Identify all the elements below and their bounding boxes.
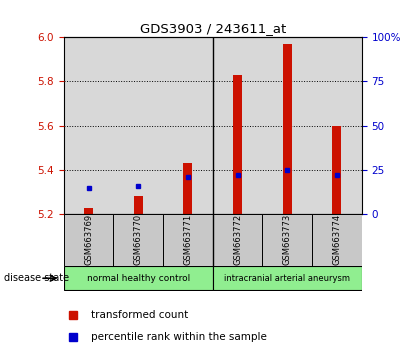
- Text: transformed count: transformed count: [90, 310, 188, 320]
- Bar: [283, 44, 292, 214]
- Text: disease state: disease state: [4, 273, 69, 283]
- Bar: [213, 266, 362, 291]
- Bar: [64, 266, 213, 291]
- Text: GSM663773: GSM663773: [283, 214, 292, 266]
- Text: normal healthy control: normal healthy control: [87, 274, 190, 283]
- Bar: [262, 214, 312, 266]
- Bar: [312, 214, 362, 266]
- Bar: [233, 75, 242, 214]
- Text: GSM663772: GSM663772: [233, 214, 242, 266]
- Bar: [213, 214, 262, 266]
- Bar: [113, 214, 163, 266]
- Bar: [134, 196, 143, 214]
- Text: GSM663774: GSM663774: [332, 214, 342, 266]
- Bar: [183, 163, 192, 214]
- Bar: [64, 214, 113, 266]
- Text: GSM663770: GSM663770: [134, 214, 143, 266]
- Text: GSM663771: GSM663771: [183, 214, 192, 266]
- Text: GSM663769: GSM663769: [84, 214, 93, 266]
- Text: percentile rank within the sample: percentile rank within the sample: [90, 332, 266, 342]
- Title: GDS3903 / 243611_at: GDS3903 / 243611_at: [140, 22, 286, 35]
- Bar: [84, 207, 93, 214]
- Bar: [163, 214, 213, 266]
- Bar: [332, 126, 341, 214]
- Text: intracranial arterial aneurysm: intracranial arterial aneurysm: [224, 274, 350, 283]
